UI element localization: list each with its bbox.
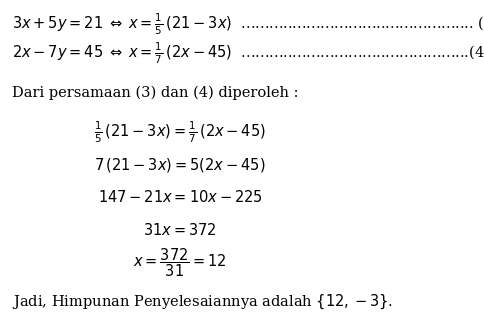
Text: $\frac{1}{5}\,(21 - 3x) = \frac{1}{7}\,(2x - 45)$: $\frac{1}{5}\,(21 - 3x) = \frac{1}{7}\,(… [94,119,266,144]
Text: $3x + 5y = 21 \;\Leftrightarrow\; x = \frac{1}{5}\,(21 - 3x)$  .................: $3x + 5y = 21 \;\Leftrightarrow\; x = \f… [12,12,484,37]
Text: $2x - 7y = 45 \;\Leftrightarrow\; x = \frac{1}{7}\,(2x - 45)$  .................: $2x - 7y = 45 \;\Leftrightarrow\; x = \f… [12,41,484,66]
Text: $x = \dfrac{372}{31} = 12$: $x = \dfrac{372}{31} = 12$ [133,246,227,279]
Text: Dari persamaan (3) dan (4) diperoleh :: Dari persamaan (3) dan (4) diperoleh : [12,86,299,100]
Text: $7\,(21 - 3x) = 5(2x - 45)$: $7\,(21 - 3x) = 5(2x - 45)$ [94,156,266,173]
Text: $147 - 21x = 10x - 225$: $147 - 21x = 10x - 225$ [98,189,263,205]
Text: $31x = 372$: $31x = 372$ [143,222,217,238]
Text: Jadi, Himpunan Penyelesaiannya adalah $\{12,-3\}$.: Jadi, Himpunan Penyelesaiannya adalah $\… [12,292,393,311]
